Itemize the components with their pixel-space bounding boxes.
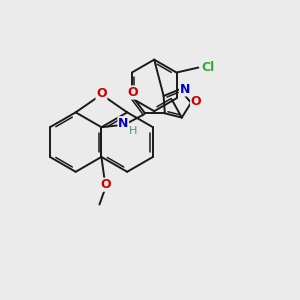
Text: O: O <box>100 178 111 191</box>
Text: O: O <box>191 95 201 108</box>
Text: N: N <box>118 117 128 130</box>
Text: O: O <box>128 86 139 99</box>
Text: H: H <box>129 126 137 136</box>
Text: N: N <box>180 83 190 96</box>
Text: O: O <box>96 87 107 100</box>
Text: Cl: Cl <box>202 61 215 74</box>
